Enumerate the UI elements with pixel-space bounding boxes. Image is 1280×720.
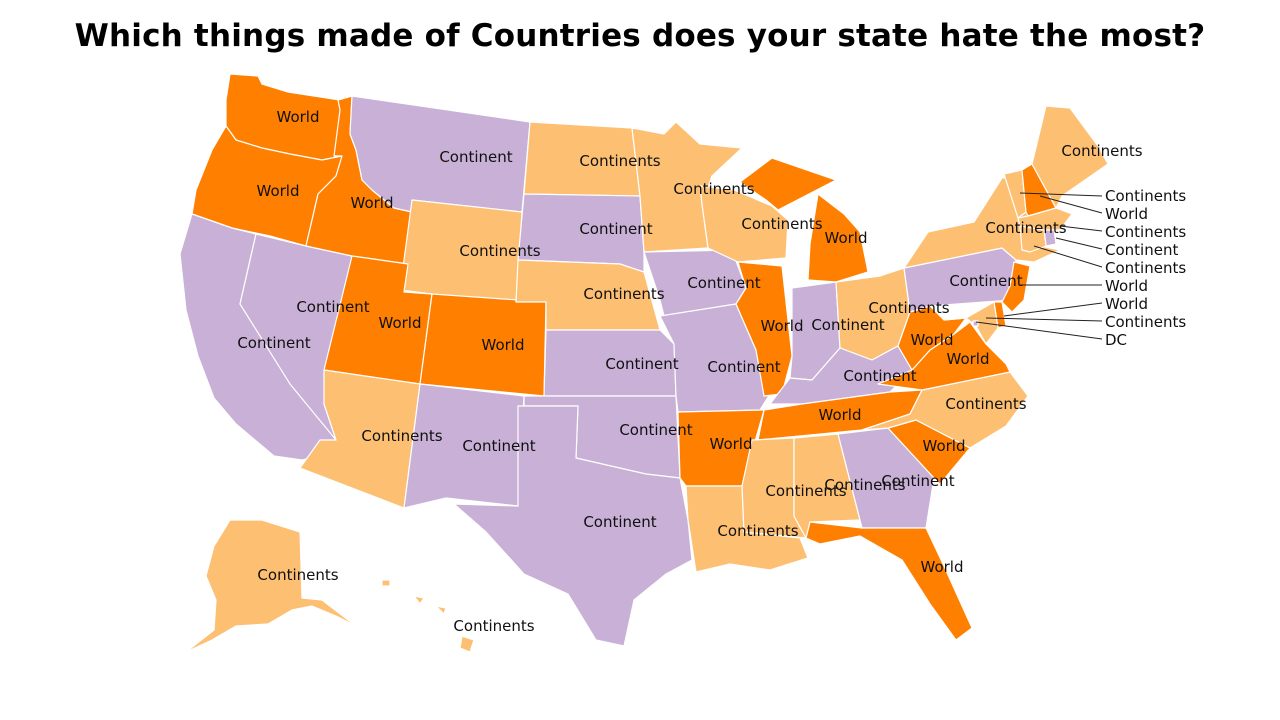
label-ME: Continents [1061, 142, 1142, 160]
label-MN: Continents [673, 180, 754, 198]
label-WV: World [911, 331, 954, 349]
label-SD: Continent [579, 220, 652, 238]
callout-label-MD: Continents [1105, 313, 1186, 331]
label-TN: World [819, 406, 862, 424]
label-KY: Continent [843, 367, 916, 385]
label-AZ: Continents [361, 427, 442, 445]
state-WI[interactable] [699, 185, 789, 263]
label-PA: Continent [949, 272, 1022, 290]
label-SC: World [923, 437, 966, 455]
label-AL: Continents [824, 476, 905, 494]
label-MO: Continent [707, 358, 780, 376]
label-NM: Continent [462, 437, 535, 455]
label-OK: Continent [619, 421, 692, 439]
label-WA: World [277, 108, 320, 126]
label-ND: Continents [579, 152, 660, 170]
label-OH: Continents [868, 299, 949, 317]
label-ID: World [351, 194, 394, 212]
label-NE: Continents [583, 285, 664, 303]
map-title: Which things made of Countries does your… [74, 18, 1206, 54]
callout-MD: Continents [985, 313, 1186, 331]
callout-label-MA: Continents [1105, 223, 1186, 241]
label-KS: Continent [605, 355, 678, 373]
state-NJ[interactable] [1001, 261, 1031, 313]
label-NV: Continent [296, 298, 369, 316]
label-VA: World [947, 350, 990, 368]
callout-label-DE: World [1105, 295, 1148, 313]
callout-label-RI: Continent [1105, 241, 1178, 259]
state-MI[interactable] [739, 157, 869, 283]
callout-label-NJ: World [1105, 277, 1148, 295]
label-UT: World [379, 314, 422, 332]
callout-NH: World [1039, 195, 1148, 223]
label-MS: Continents [765, 482, 846, 500]
callout-VT: Continents [1019, 187, 1186, 205]
callout-RI: Continent [1055, 237, 1178, 259]
label-AK: Continents [257, 566, 338, 584]
callout-NJ: World [1020, 277, 1148, 295]
callout-DE: World [1003, 295, 1148, 317]
state-MD[interactable] [943, 301, 999, 345]
callout-MA: Continents [1059, 223, 1186, 241]
state-MN[interactable] [631, 121, 743, 253]
callout-label-NH: World [1105, 205, 1148, 223]
state-NM[interactable] [403, 383, 525, 509]
label-IL: World [761, 317, 804, 335]
callout-label-DC: DC [1105, 331, 1127, 349]
label-CA: Continent [237, 334, 310, 352]
label-LA: Continents [717, 522, 798, 540]
label-AR: World [710, 435, 753, 453]
callout-label-VT: Continents [1105, 187, 1186, 205]
state-ME[interactable] [1031, 105, 1109, 209]
state-HI[interactable] [381, 579, 475, 653]
label-WI: Continents [741, 215, 822, 233]
label-CO: World [482, 336, 525, 354]
label-TX: Continent [583, 513, 656, 531]
state-IL[interactable] [735, 261, 793, 397]
label-HI: Continents [453, 617, 534, 635]
label-MI: World [825, 229, 868, 247]
label-FL: World [921, 558, 964, 576]
state-CT[interactable] [1019, 225, 1047, 253]
callout-DC: DC [975, 321, 1127, 349]
label-NY: Continents [985, 219, 1066, 237]
label-OR: World [257, 182, 300, 200]
label-WY: Continents [459, 242, 540, 260]
state-FL[interactable] [805, 521, 973, 641]
state-TX[interactable] [453, 405, 693, 647]
callout-label-CT: Continents [1105, 259, 1186, 277]
label-IN: Continent [811, 316, 884, 334]
label-MT: Continent [439, 148, 512, 166]
label-GA: Continent [881, 472, 954, 490]
callout-CT: Continents [1033, 245, 1186, 277]
label-IA: Continent [687, 274, 760, 292]
state-AK[interactable] [185, 519, 357, 653]
label-NC: Continents [945, 395, 1026, 413]
